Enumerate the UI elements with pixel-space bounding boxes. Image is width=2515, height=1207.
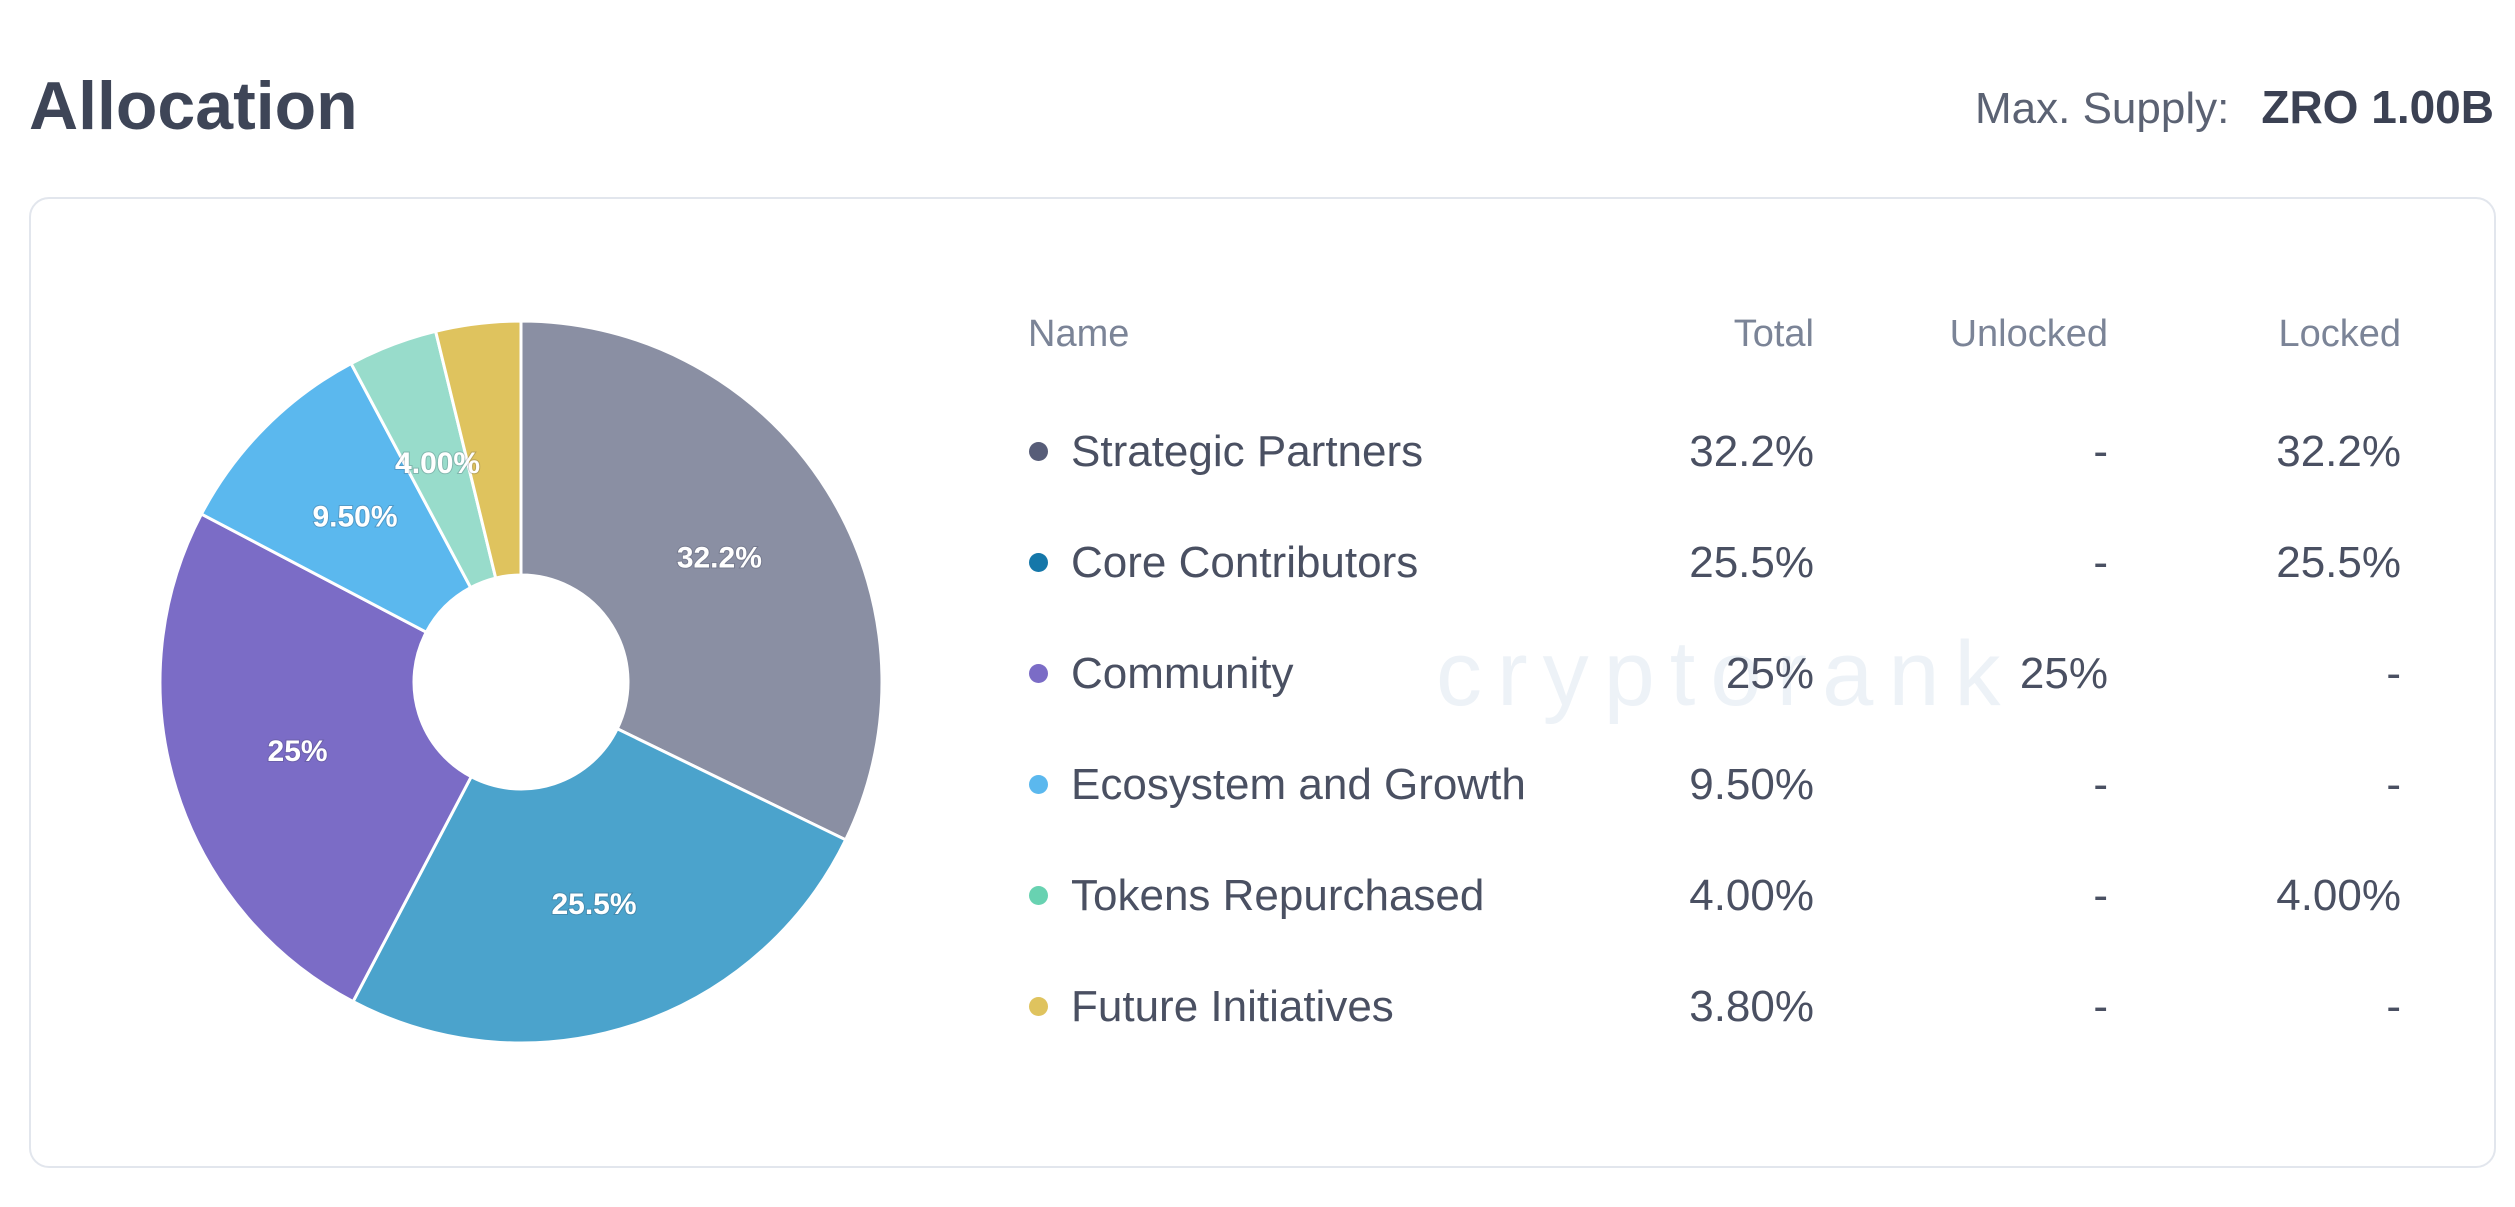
legend-dot	[1029, 664, 1048, 683]
category-name: Community	[1071, 648, 1294, 698]
donut-label-tokens-repurchased: 4.00%	[395, 447, 480, 480]
unlocked-value: -	[2093, 870, 2108, 920]
donut-slice-strategic-partners[interactable]	[519, 319, 884, 842]
column-header-locked: Locked	[2278, 313, 2401, 355]
category-name: Strategic Partners	[1071, 426, 1424, 476]
legend-dot	[1029, 886, 1048, 905]
locked-value: -	[2386, 759, 2401, 809]
total-value: 25.5%	[1689, 537, 1814, 587]
unlocked-value: 25%	[2019, 648, 2108, 698]
donut-slice-core-contributors[interactable]	[351, 727, 848, 1045]
category-name: Ecosystem and Growth	[1071, 759, 1526, 809]
table-row-tokens-repurchased: Tokens Repurchased 4.00% - 4.00%	[1028, 840, 2401, 951]
unlocked-value: -	[2093, 981, 2108, 1031]
name-cell: Community	[1028, 649, 1614, 699]
unlocked-value: -	[2093, 426, 2108, 476]
table-row-strategic-partners: Strategic Partners 32.2% - 32.2%	[1028, 396, 2401, 507]
table-row-ecosystem-and-growth: Ecosystem and Growth 9.50% - -	[1028, 729, 2401, 840]
donut-label-core-contributors: 25.5%	[551, 888, 636, 921]
total-value: 25%	[1725, 648, 1814, 698]
legend-dot	[1029, 553, 1048, 572]
allocation-table: Name Total Unlocked Locked Strategic Par…	[1028, 304, 2401, 1062]
table-row-core-contributors: Core Contributors 25.5% - 25.5%	[1028, 507, 2401, 618]
legend-dot	[1029, 775, 1048, 794]
donut-slices	[158, 319, 884, 1045]
total-value: 3.80%	[1689, 981, 1814, 1031]
donut-slice-future-initiatives[interactable]	[434, 319, 523, 580]
locked-value: -	[2386, 648, 2401, 698]
allocation-card: cryptorank 32.2% 25.5% 25% 9.50% 4.00% Name …	[29, 197, 2496, 1168]
cryptorank-watermark: cryptorank	[1436, 623, 2016, 725]
locked-value: -	[2386, 981, 2401, 1031]
total-value: 4.00%	[1689, 870, 1814, 920]
name-cell: Strategic Partners	[1028, 427, 1614, 477]
name-cell: Tokens Repurchased	[1028, 871, 1614, 921]
locked-value: 4.00%	[2276, 870, 2401, 920]
total-value: 32.2%	[1689, 426, 1814, 476]
category-name: Core Contributors	[1071, 537, 1419, 587]
category-name: Tokens Repurchased	[1071, 870, 1485, 920]
category-name: Future Initiatives	[1071, 981, 1394, 1031]
table-row-community: Community 25% 25% -	[1028, 618, 2401, 729]
column-header-total: Total	[1733, 313, 1814, 355]
max-supply-label: Max. Supply:	[1975, 84, 2230, 133]
column-header-name: Name	[1028, 313, 1130, 355]
table-body: Strategic Partners 32.2% - 32.2% Core Co…	[1028, 396, 2401, 1062]
donut-label-strategic-partners: 32.2%	[677, 541, 762, 574]
legend-dot	[1029, 997, 1048, 1016]
table-row-future-initiatives: Future Initiatives 3.80% - -	[1028, 951, 2401, 1062]
max-supply: Max. Supply: ZRO 1.00B	[1975, 77, 2494, 139]
section-title: Allocation	[29, 68, 358, 144]
unlocked-value: -	[2093, 537, 2108, 587]
donut-label-ecosystem-and-growth: 9.50%	[312, 501, 397, 534]
donut-slice-community[interactable]	[158, 512, 473, 1004]
table-header: Name Total Unlocked Locked	[1028, 304, 2401, 364]
donut-slice-ecosystem-and-growth[interactable]	[199, 361, 473, 634]
max-supply-value: ZRO 1.00B	[2261, 81, 2494, 133]
name-cell: Core Contributors	[1028, 538, 1614, 588]
donut-labels: 32.2% 25.5% 25% 9.50% 4.00%	[267, 446, 763, 922]
name-cell: Ecosystem and Growth	[1028, 760, 1614, 810]
name-cell: Future Initiatives	[1028, 982, 1614, 1032]
unlocked-value: -	[2093, 759, 2108, 809]
column-header-unlocked: Unlocked	[1949, 313, 2108, 355]
legend-dot	[1029, 442, 1048, 461]
allocation-donut-chart: 32.2% 25.5% 25% 9.50% 4.00%	[158, 319, 884, 1045]
locked-value: 32.2%	[2276, 426, 2401, 476]
locked-value: 25.5%	[2276, 537, 2401, 587]
total-value: 9.50%	[1689, 759, 1814, 809]
donut-label-community: 25%	[268, 735, 328, 768]
